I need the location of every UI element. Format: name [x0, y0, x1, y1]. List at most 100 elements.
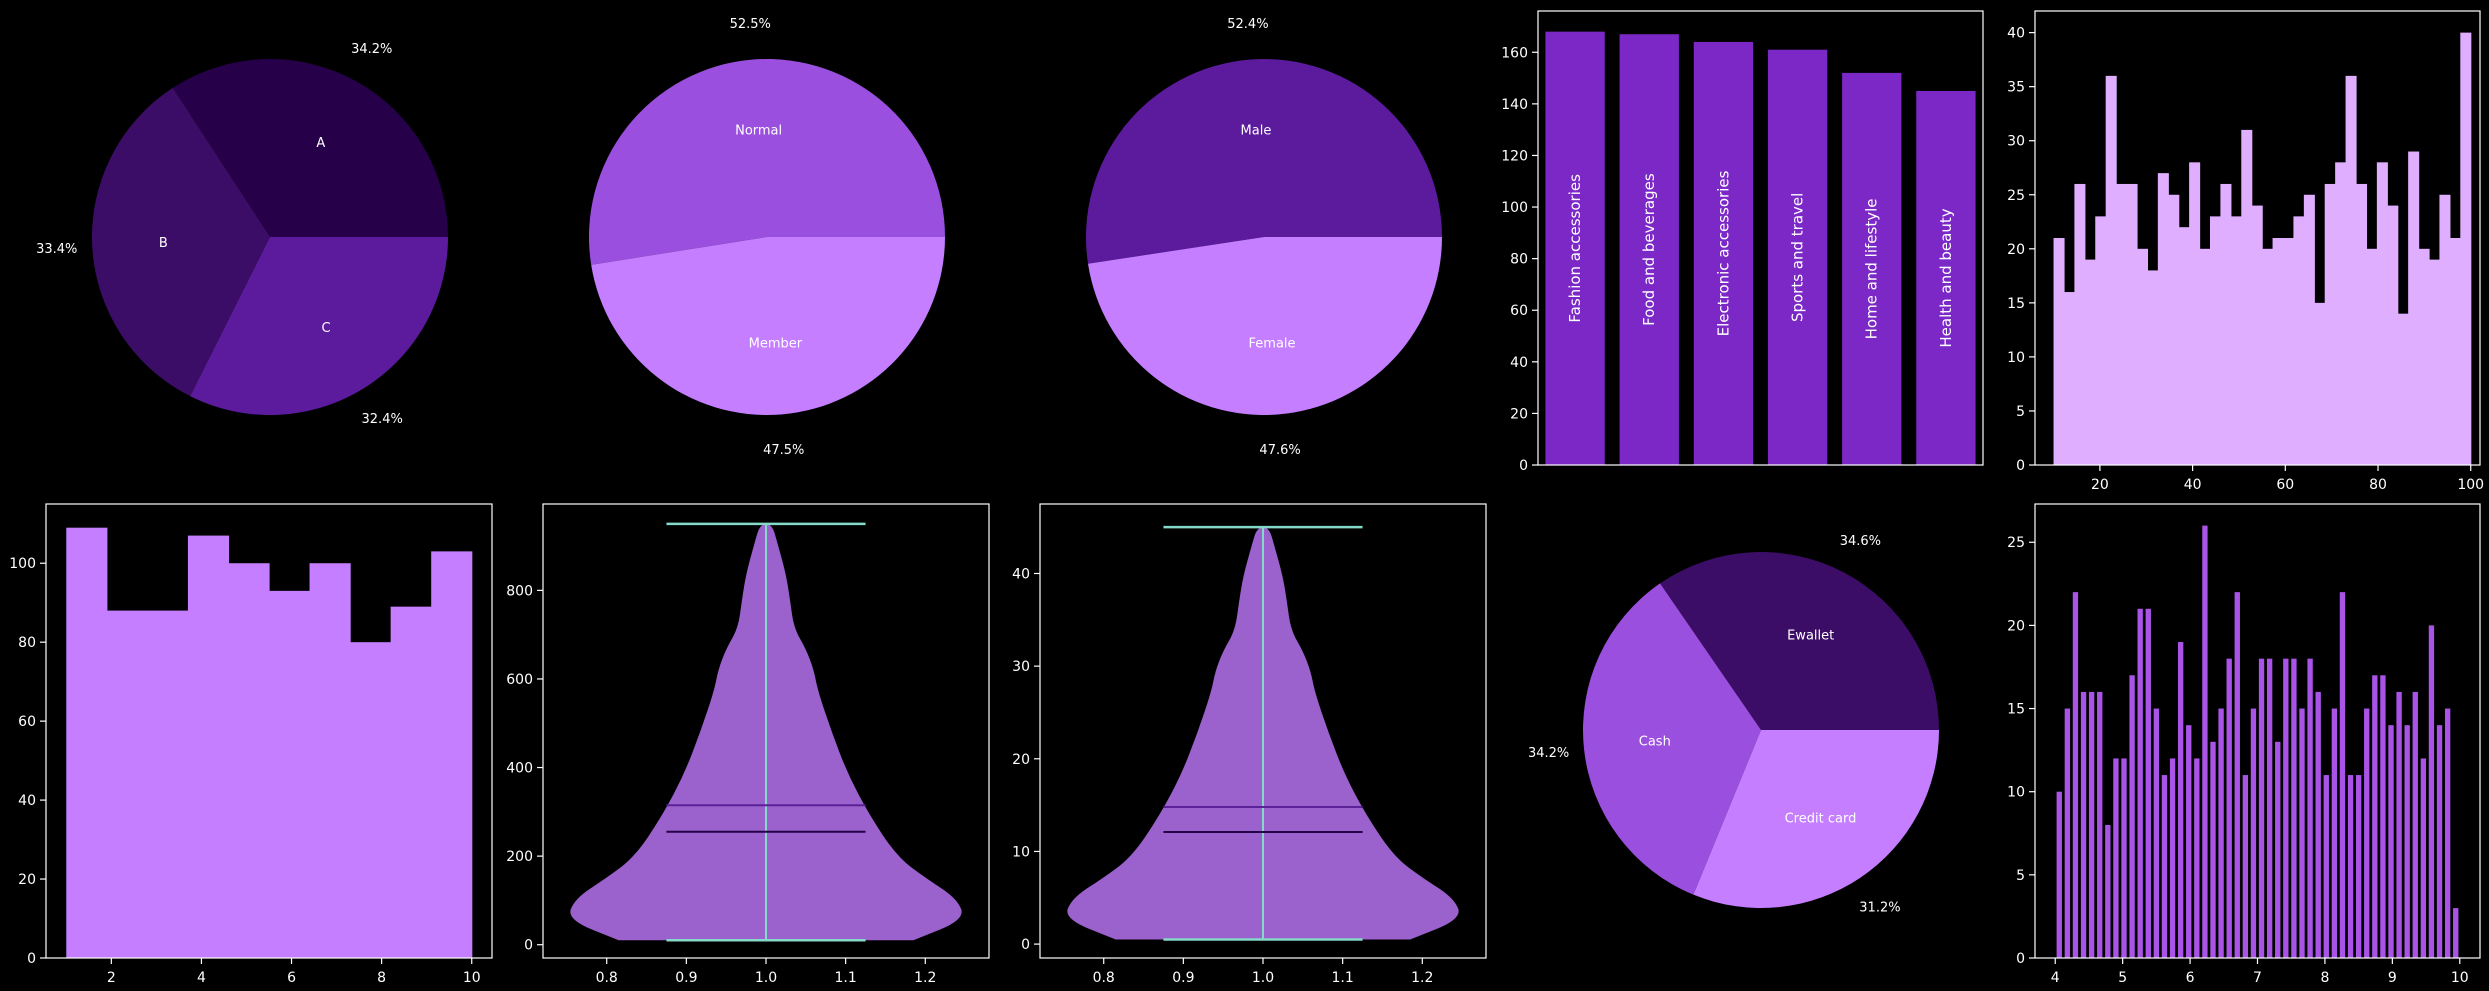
slice-label: Female — [1249, 336, 1296, 351]
hist-bar — [2137, 608, 2143, 958]
bar — [1842, 72, 1902, 465]
hist-bar — [2194, 758, 2200, 958]
violin-tax-ytick-label: 20 — [1012, 752, 1030, 768]
slice-label: Member — [749, 336, 803, 351]
hist-bar — [2388, 725, 2394, 958]
slice-percent-label: 34.6% — [1840, 534, 1881, 549]
hist-quantity: 0 20 40 60 80 100 2 4 6 8 10 — [9, 503, 493, 986]
violin-tax-ytick-label: 0 — [1021, 937, 1030, 953]
bar-product-line-ytick-label: 100 — [1501, 200, 1528, 216]
pie-slice — [589, 59, 945, 265]
hist-bar — [106, 610, 148, 958]
hist-unit-price-xtick-label: 100 — [2457, 477, 2484, 493]
hist-unit-price-ytick-label: 20 — [2007, 242, 2025, 258]
hist-bar — [2241, 129, 2253, 465]
violin-total-xtick-label: 1.0 — [755, 970, 777, 986]
slice-percent-label: 52.4% — [1227, 17, 1268, 32]
pie-customer-type: Normal 52.5% Member 47.5% — [589, 17, 945, 458]
bar — [1767, 49, 1828, 466]
violin-total-ytick-label: 400 — [506, 761, 533, 777]
hist-bar — [2105, 75, 2117, 465]
violin-tax-xtick-label: 1.2 — [1411, 970, 1433, 986]
slice-label: Normal — [735, 124, 782, 139]
violin-total-xtick-label: 0.9 — [675, 970, 697, 986]
bar — [1916, 90, 1976, 465]
hist-bar — [2136, 248, 2149, 465]
hist-quantity-ytick-label: 100 — [9, 556, 36, 572]
hist-bar — [2428, 625, 2435, 958]
hist-bar — [2169, 758, 2176, 958]
violin-total-ytick-label: 200 — [506, 849, 533, 865]
hist-bar — [2449, 238, 2461, 465]
hist-bar — [2299, 708, 2305, 958]
violin-total-frame — [542, 503, 990, 959]
pie-gender: Male 52.4% Female 47.6% — [1086, 17, 1442, 458]
hist-bar — [2186, 725, 2192, 958]
hist-bar — [2412, 691, 2418, 958]
pie-slice — [190, 237, 448, 415]
hist-bar — [2356, 183, 2368, 465]
hist-bar — [2072, 592, 2079, 958]
hist-bar — [2291, 658, 2297, 958]
hist-quantity-xtick-label: 6 — [287, 970, 296, 986]
hist-bar — [2064, 708, 2071, 958]
hist-bar — [2250, 708, 2257, 958]
bar-product-line-ytick-label: 20 — [1510, 406, 1528, 422]
hist-quantity-xtick-label: 2 — [107, 970, 116, 986]
bar-product-line-ytick-label: 60 — [1510, 303, 1528, 319]
hist-bar — [2220, 183, 2232, 465]
hist-bar — [2084, 259, 2096, 465]
hist-bar — [2315, 691, 2321, 958]
hist-bar — [66, 527, 108, 958]
hist-bar — [309, 563, 351, 958]
pie-slice — [1086, 58, 1442, 264]
hist-bar — [2147, 270, 2159, 465]
hist-bar — [269, 590, 311, 958]
bar-category-label: Electronic accessories — [1714, 170, 1732, 336]
slice-percent-label: 34.2% — [351, 42, 392, 57]
violin-total-ytick-label: 0 — [524, 938, 533, 954]
hist-rating-ytick-label: 15 — [2007, 702, 2025, 718]
hist-bar — [2063, 292, 2076, 465]
hist-bar — [2418, 248, 2430, 465]
hist-bar — [2303, 194, 2315, 465]
hist-unit-price-ytick-label: 25 — [2007, 188, 2025, 204]
slice-label: Ewallet — [1787, 628, 1834, 643]
violin-tax: 0 10 20 30 40 0.8 0.9 1.0 1.1 1.2 — [1012, 503, 1487, 986]
bar-product-line-ytick-label: 160 — [1501, 45, 1528, 61]
hist-bar — [2080, 691, 2087, 958]
hist-bar — [2323, 775, 2329, 958]
hist-bar — [2129, 675, 2135, 958]
hist-bar — [2420, 758, 2427, 958]
violin-total: 0 200 400 600 800 0.8 0.9 1.0 1.1 1.2 — [506, 503, 990, 986]
bar-category-label: Fashion accessories — [1566, 174, 1584, 323]
violin-tax-ytick-label: 10 — [1012, 844, 1030, 860]
violin-tax-frame — [1039, 503, 1487, 959]
violin-tax-ytick-label: 40 — [1012, 566, 1030, 582]
hist-unit-price-frame — [2034, 10, 2481, 466]
hist-bar — [2345, 75, 2357, 465]
hist-bar — [2376, 162, 2388, 466]
hist-bar — [2189, 162, 2201, 466]
hist-rating-ytick-label: 25 — [2007, 535, 2025, 551]
bar-product-line-ytick-label: 140 — [1501, 97, 1528, 113]
hist-bar — [2097, 691, 2103, 958]
hist-rating-xtick-label: 5 — [2118, 970, 2127, 986]
slice-percent-label: 32.4% — [362, 412, 403, 427]
hist-bar — [2177, 642, 2184, 958]
hist-bar — [2210, 741, 2216, 958]
hist-bar — [2242, 775, 2249, 958]
slice-label: Credit card — [1785, 812, 1857, 827]
hist-bar — [2199, 248, 2211, 465]
hist-bar — [2408, 151, 2420, 465]
slice-percent-label: 33.4% — [36, 242, 77, 257]
hist-rating-xtick-label: 9 — [2388, 970, 2397, 986]
hist-bar — [2439, 194, 2451, 465]
hist-quantity-ytick-label: 80 — [18, 635, 36, 651]
hist-rating-xtick-label: 4 — [2051, 970, 2060, 986]
bar-category-label: Health and beauty — [1937, 208, 1955, 347]
violin-tax-xtick-label: 1.0 — [1252, 970, 1274, 986]
hist-bar — [2307, 658, 2313, 958]
bar-product-line: Fashion accessories Food and beverages Ele… — [1501, 10, 1984, 474]
